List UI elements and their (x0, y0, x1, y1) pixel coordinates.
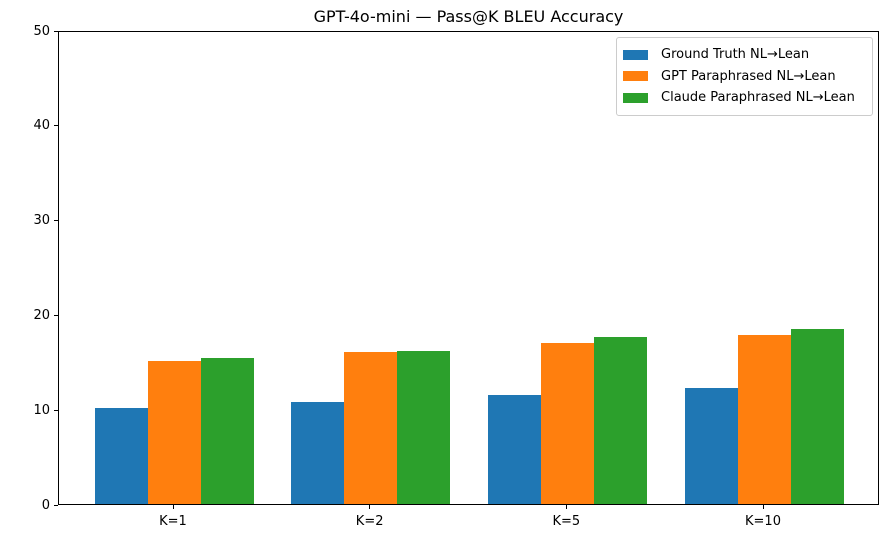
y-tick-label: 0 (41, 497, 50, 513)
y-tick-mark (54, 504, 58, 506)
legend: Ground Truth NL→Lean GPT Paraphrased NL→L… (616, 37, 873, 116)
bar-series1-k-5 (487, 394, 541, 504)
legend-label: Claude Paraphrased NL→Lean (661, 90, 855, 106)
legend-item: Claude Paraphrased NL→Lean (623, 87, 864, 109)
y-tick-mark (54, 125, 58, 127)
y-tick-label: 20 (33, 307, 50, 323)
x-tick-mark (565, 505, 567, 509)
x-tick-label: K=10 (745, 514, 781, 529)
y-tick-label: 10 (33, 402, 50, 418)
legend-label: Ground Truth NL→Lean (661, 47, 810, 63)
bar-series1-k-2 (291, 401, 345, 504)
x-tick-mark (762, 505, 764, 509)
x-tick-label: K=1 (159, 514, 187, 529)
bar-series2-k-5 (540, 342, 594, 504)
legend-swatch-icon (623, 92, 648, 103)
legend-swatch-icon (623, 49, 648, 60)
y-tick-mark (54, 314, 58, 316)
y-tick-mark (54, 30, 58, 32)
legend-item: Ground Truth NL→Lean (623, 44, 864, 66)
x-tick-label: K=5 (552, 514, 581, 529)
x-tick-label: K=2 (355, 514, 384, 529)
chart-title: GPT-4o-mini — Pass@K BLEU Accuracy (313, 7, 624, 26)
bar-series2-k-2 (344, 352, 398, 504)
bar-series2-k-1 (147, 360, 201, 504)
y-tick-mark (54, 409, 58, 411)
y-tick-label: 40 (33, 118, 50, 134)
bar-series3-k-10 (790, 328, 844, 504)
y-tick-mark (54, 220, 58, 222)
y-tick-label: 50 (33, 23, 50, 39)
x-tick-mark (369, 505, 371, 509)
legend-swatch-icon (623, 71, 648, 82)
bar-series2-k-10 (737, 335, 791, 504)
bar-series3-k-1 (200, 358, 254, 504)
y-tick-label: 30 (33, 213, 50, 229)
legend-label: GPT Paraphrased NL→Lean (661, 68, 836, 84)
x-tick-mark (172, 505, 174, 509)
legend-item: GPT Paraphrased NL→Lean (623, 66, 864, 88)
bar-series1-k-1 (94, 408, 148, 504)
bar-series3-k-2 (397, 351, 451, 504)
bar-series3-k-5 (593, 337, 647, 504)
bar-series1-k-10 (684, 388, 738, 504)
